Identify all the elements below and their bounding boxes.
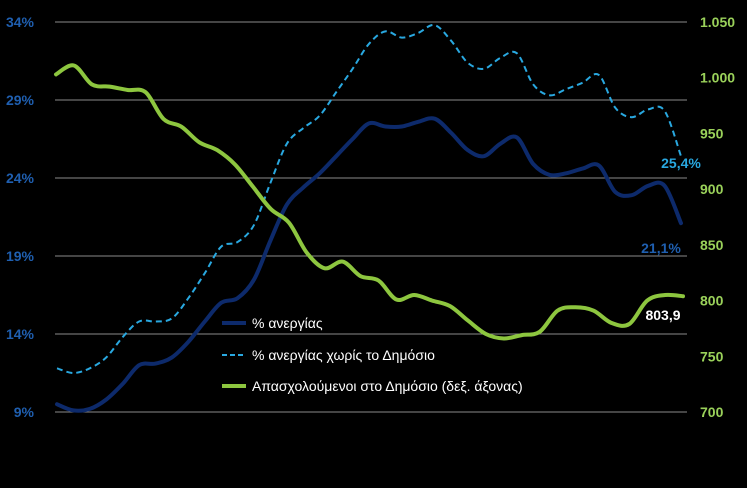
left-tick-label: 19% [6,248,35,264]
end-label: 803,9 [645,307,680,323]
left-tick-label: 14% [6,326,35,342]
legend-label: Απασχολούμενοι στο Δημόσιο (δεξ. άξονας) [252,378,523,394]
legend-label: % ανεργίας [252,315,323,331]
gridlines [55,21,687,413]
right-tick-label: 700 [700,404,724,420]
right-tick-label: 850 [700,237,724,253]
end-label: 25,4% [661,155,701,171]
left-tick-label: 29% [6,92,35,108]
right-tick-label: 1.000 [700,70,735,86]
unemployment-line [55,116,683,413]
private-unemployment-line [56,23,682,374]
right-tick-label: 750 [700,348,724,364]
left-tick-label: 9% [14,404,35,420]
right-axis-ticks: 700 750 800 850 900 950 1.000 1.050 [700,14,735,420]
right-tick-label: 800 [700,293,724,309]
left-tick-label: 24% [6,170,35,186]
legend: % ανεργίας % ανεργίας χωρίς το Δημόσιο Απα… [222,315,523,394]
public-employment-line [54,63,685,341]
legend-label: % ανεργίας χωρίς το Δημόσιο [252,347,435,363]
left-axis-ticks: 9% 14% 19% 24% 29% 34% [6,14,35,420]
right-tick-label: 1.050 [700,14,735,30]
end-labels: 21,1% 25,4% 803,9 [641,155,701,323]
right-tick-label: 900 [700,181,724,197]
series-lines [54,23,685,413]
left-tick-label: 34% [6,14,35,30]
right-tick-label: 950 [700,125,724,141]
end-label: 21,1% [641,240,681,256]
